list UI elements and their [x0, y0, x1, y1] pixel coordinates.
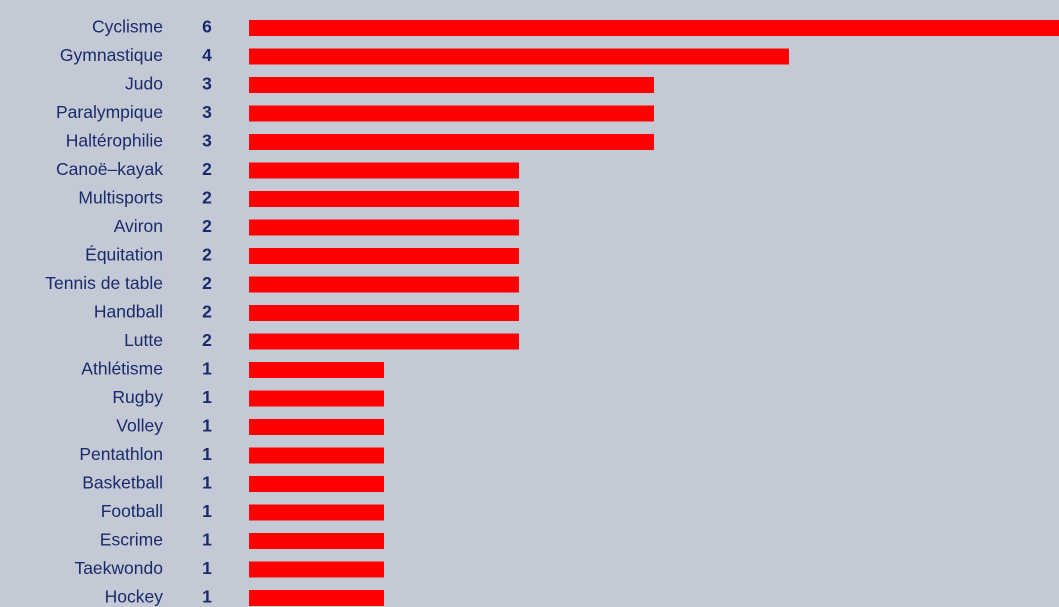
value-label: 2	[202, 159, 212, 179]
bar	[249, 476, 384, 492]
bar	[249, 390, 384, 407]
category-label: Gymnastique	[60, 45, 163, 65]
bar	[249, 333, 519, 350]
value-label: 2	[202, 188, 212, 208]
bar	[249, 77, 654, 93]
category-label: Pentathlon	[79, 444, 163, 464]
value-label: 2	[202, 273, 212, 293]
value-label: 1	[202, 501, 212, 521]
category-label: Rugby	[112, 387, 163, 407]
category-label: Football	[101, 501, 163, 521]
category-label: Haltérophilie	[66, 131, 163, 151]
value-label: 2	[202, 245, 212, 265]
bar	[249, 20, 1059, 36]
category-label: Judo	[125, 74, 163, 94]
value-label: 4	[202, 45, 212, 65]
category-label: Basketball	[82, 473, 163, 493]
value-label: 1	[202, 587, 212, 607]
value-label: 2	[202, 302, 212, 322]
bar	[249, 533, 384, 549]
category-label: Taekwondo	[74, 558, 163, 578]
value-label: 1	[202, 530, 212, 550]
bar	[249, 447, 384, 464]
bar	[249, 105, 654, 122]
bar	[249, 419, 384, 435]
value-label: 1	[202, 444, 212, 464]
value-label: 3	[202, 102, 212, 122]
value-label: 1	[202, 473, 212, 493]
bar	[249, 48, 789, 65]
bar	[249, 162, 519, 179]
bar	[249, 191, 519, 207]
category-label: Paralympique	[56, 102, 163, 122]
bar	[249, 561, 384, 578]
value-label: 3	[202, 131, 212, 151]
category-label: Handball	[94, 302, 163, 322]
bar	[249, 305, 519, 321]
category-label: Lutte	[124, 330, 163, 350]
category-label: Hockey	[105, 587, 164, 607]
category-label: Athlétisme	[81, 359, 163, 379]
bar	[249, 362, 384, 378]
bar	[249, 134, 654, 150]
value-label: 2	[202, 330, 212, 350]
bar	[249, 219, 519, 236]
category-label: Volley	[116, 416, 163, 436]
category-label: Tennis de table	[45, 273, 163, 293]
value-label: 1	[202, 387, 212, 407]
bar	[249, 248, 519, 264]
value-label: 1	[202, 416, 212, 436]
category-label: Équitation	[85, 245, 163, 265]
category-label: Cyclisme	[92, 17, 163, 37]
value-label: 3	[202, 74, 212, 94]
value-label: 1	[202, 558, 212, 578]
category-label: Escrime	[100, 530, 163, 550]
bar	[249, 590, 384, 606]
value-label: 6	[202, 17, 212, 37]
value-label: 2	[202, 216, 212, 236]
bar	[249, 276, 519, 293]
category-label: Canoë–kayak	[56, 159, 163, 179]
category-label: Aviron	[114, 216, 163, 236]
value-label: 1	[202, 359, 212, 379]
bar	[249, 504, 384, 521]
category-label: Multisports	[78, 188, 163, 208]
